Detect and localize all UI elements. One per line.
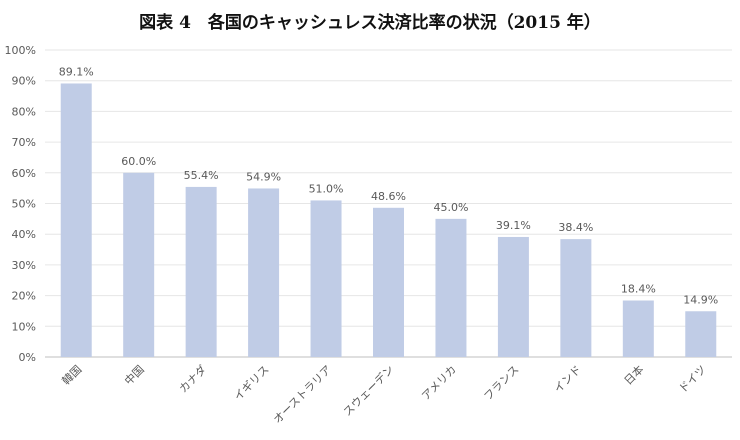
category-label: アメリカ: [419, 363, 459, 403]
data-label: 89.1%: [59, 65, 94, 78]
x-axis-categories: 韓国 中国 カナダ イギリス オーストラリア スウェーデン アメリカ フランス インド 日本 ドイツ: [60, 362, 709, 426]
y-tick-label: 80%: [12, 105, 36, 118]
data-label: 18.4%: [621, 283, 656, 296]
category-label: 韓国: [60, 363, 85, 388]
bar-10: [622, 300, 654, 357]
chart-title: 図表 4 各国のキャッシュレス決済比率の状況（2015 年）: [139, 13, 601, 33]
data-label: 60.0%: [121, 155, 156, 168]
y-tick-label: 70%: [12, 136, 36, 149]
y-tick-label: 60%: [12, 167, 36, 180]
data-label: 39.1%: [496, 219, 531, 232]
category-label: オーストラリア: [271, 363, 334, 426]
bar-8: [497, 236, 529, 357]
category-label: スウェーデン: [340, 362, 397, 419]
data-label: 45.0%: [433, 201, 468, 214]
data-label: 48.6%: [371, 190, 406, 203]
y-axis-ticks: 0% 10% 20% 30% 40% 50% 60% 70% 80% 90% 100%: [5, 44, 36, 364]
y-tick-label: 0%: [19, 351, 36, 364]
data-label: 51.0%: [309, 182, 344, 195]
bar-9: [560, 239, 592, 357]
bar-3: [185, 186, 217, 357]
bar-1: [60, 83, 92, 357]
y-tick-label: 30%: [12, 259, 36, 272]
data-labels: 89.1% 60.0% 55.4% 54.9% 51.0% 48.6% 45.0% 39.1%…: [59, 65, 718, 306]
data-label: 54.9%: [246, 170, 281, 183]
category-label: イギリス: [231, 363, 271, 403]
data-label: 38.4%: [558, 221, 593, 234]
data-label: 55.4%: [184, 169, 219, 182]
bar-4: [248, 188, 280, 357]
y-tick-label: 100%: [5, 44, 36, 57]
bar-5: [310, 200, 342, 357]
y-tick-label: 90%: [12, 75, 36, 88]
category-label: フランス: [481, 363, 521, 403]
category-label: 日本: [621, 362, 646, 387]
category-label: インド: [551, 363, 584, 396]
category-label: 中国: [122, 363, 147, 388]
category-label: カナダ: [176, 362, 209, 395]
bar-11: [685, 311, 717, 357]
category-label: ドイツ: [676, 363, 709, 396]
y-tick-label: 20%: [12, 290, 36, 303]
bar-2: [123, 172, 155, 357]
bar-6: [373, 207, 404, 357]
bar-7: [435, 218, 467, 357]
y-tick-label: 50%: [12, 198, 36, 211]
y-tick-label: 40%: [12, 228, 36, 241]
data-label: 14.9%: [683, 293, 718, 306]
y-tick-label: 10%: [12, 320, 36, 333]
bars: [60, 83, 717, 357]
